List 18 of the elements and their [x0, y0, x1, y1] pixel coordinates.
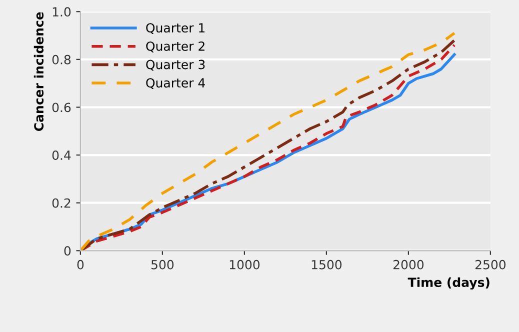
x-tick-label: 500	[151, 260, 174, 270]
x-axis-title: Time (days)	[408, 277, 490, 290]
y-tick-label: 0.6	[52, 102, 71, 112]
x-tick-label: 0	[77, 260, 84, 270]
x-tick-label: 2500	[475, 260, 506, 270]
x-tick-label: 2000	[393, 260, 424, 270]
y-tick-label: 1.0	[52, 7, 71, 17]
legend-label: Quarter 4	[146, 78, 205, 90]
y-axis-title: Cancer incidence	[34, 12, 44, 131]
x-tick-label: 1500	[312, 260, 342, 270]
legend-label: Quarter 3	[146, 60, 205, 71]
y-tick-label: 0.8	[52, 54, 71, 64]
y-tick-label: 0	[64, 246, 71, 256]
legend-label: Quarter 1	[146, 23, 205, 34]
x-tick-label: 1000	[230, 260, 260, 270]
y-tick-label: 0.4	[52, 150, 71, 160]
y-tick-label: 0.2	[52, 198, 70, 208]
legend-label: Quarter 2	[146, 41, 204, 52]
